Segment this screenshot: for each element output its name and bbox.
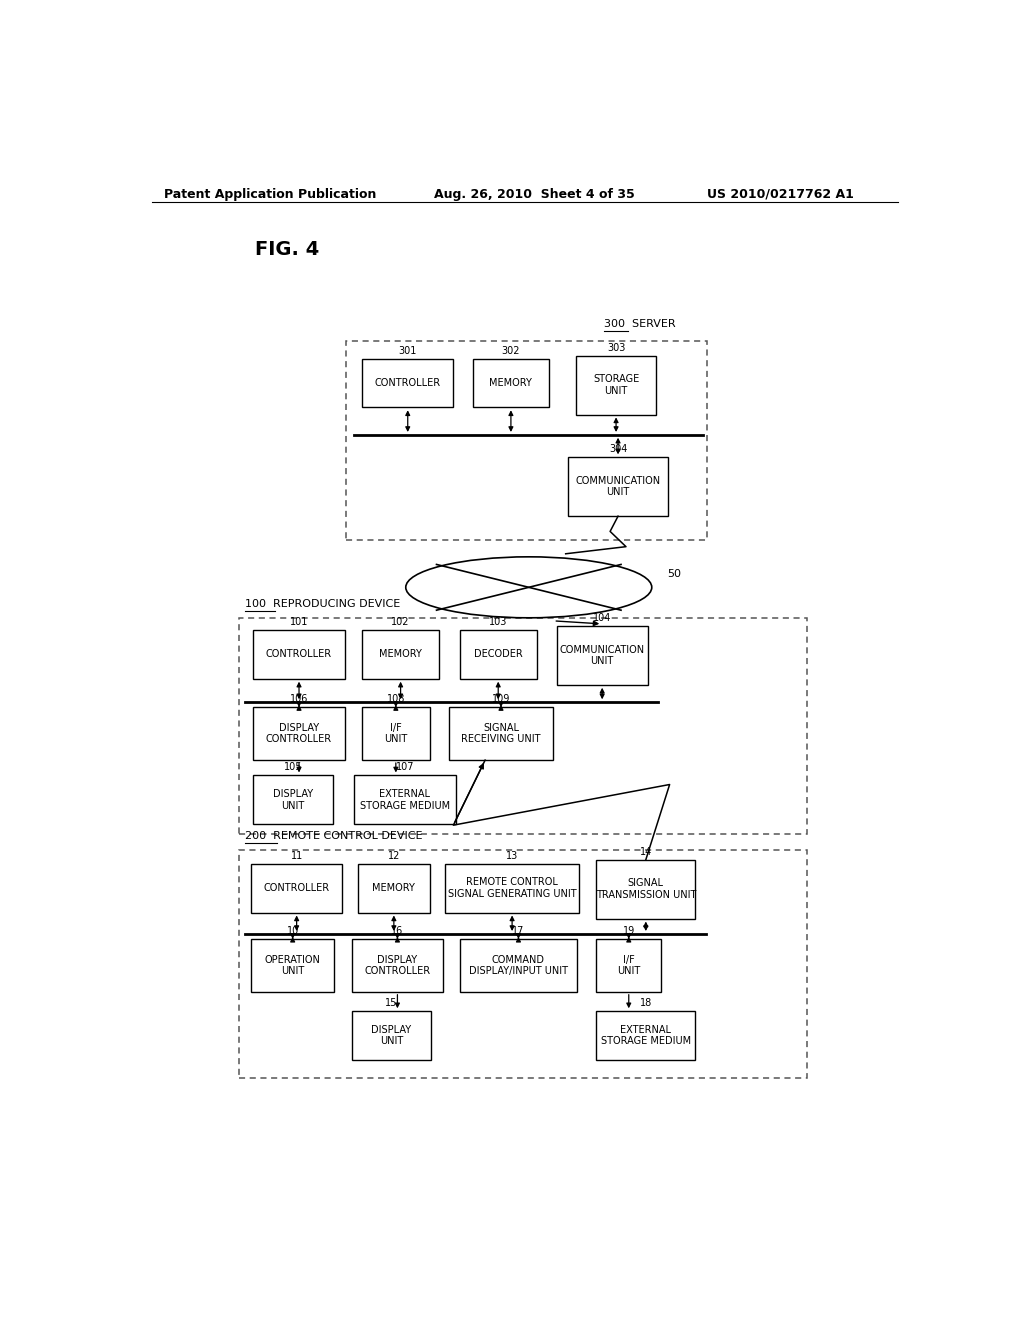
FancyBboxPatch shape [445, 863, 579, 912]
Text: 18: 18 [640, 998, 652, 1008]
Text: I/F
UNIT: I/F UNIT [384, 723, 408, 744]
Text: DECODER: DECODER [474, 649, 522, 660]
FancyBboxPatch shape [460, 939, 578, 991]
Text: 15: 15 [385, 998, 397, 1008]
FancyBboxPatch shape [251, 863, 342, 912]
Text: Patent Application Publication: Patent Application Publication [164, 187, 376, 201]
Text: COMMAND
DISPLAY/INPUT UNIT: COMMAND DISPLAY/INPUT UNIT [469, 954, 568, 977]
FancyBboxPatch shape [358, 863, 430, 912]
Ellipse shape [406, 557, 652, 618]
FancyBboxPatch shape [362, 359, 454, 408]
Text: 103: 103 [489, 616, 508, 627]
Text: 301: 301 [398, 346, 417, 355]
Text: 101: 101 [290, 616, 308, 627]
Text: 13: 13 [506, 850, 518, 861]
FancyBboxPatch shape [251, 939, 334, 991]
Text: 19: 19 [623, 925, 635, 936]
Text: REMOTE CONTROL
SIGNAL GENERATING UNIT: REMOTE CONTROL SIGNAL GENERATING UNIT [447, 878, 577, 899]
FancyBboxPatch shape [253, 775, 333, 824]
FancyBboxPatch shape [354, 775, 456, 824]
Text: EXTERNAL
STORAGE MEDIUM: EXTERNAL STORAGE MEDIUM [601, 1024, 691, 1047]
Text: DISPLAY
UNIT: DISPLAY UNIT [372, 1024, 412, 1047]
Text: 14: 14 [640, 846, 652, 857]
Text: 303: 303 [607, 342, 626, 352]
FancyBboxPatch shape [577, 355, 655, 414]
FancyBboxPatch shape [362, 708, 430, 760]
Text: 102: 102 [391, 616, 410, 627]
Text: DISPLAY
CONTROLLER: DISPLAY CONTROLLER [365, 954, 430, 977]
Text: CONTROLLER: CONTROLLER [375, 378, 440, 388]
FancyBboxPatch shape [596, 859, 695, 919]
Text: 302: 302 [502, 346, 520, 355]
Text: 17: 17 [512, 925, 524, 936]
Text: 105: 105 [284, 763, 302, 772]
Text: DISPLAY
UNIT: DISPLAY UNIT [273, 789, 313, 810]
Text: SIGNAL
TRANSMISSION UNIT: SIGNAL TRANSMISSION UNIT [596, 878, 696, 900]
Text: 11: 11 [291, 850, 303, 861]
FancyBboxPatch shape [450, 708, 553, 760]
Text: MEMORY: MEMORY [373, 883, 416, 894]
Text: 12: 12 [388, 850, 400, 861]
FancyBboxPatch shape [473, 359, 549, 408]
Text: FIG. 4: FIG. 4 [255, 240, 319, 259]
Text: CONTROLLER: CONTROLLER [263, 883, 330, 894]
Text: STORAGE
UNIT: STORAGE UNIT [593, 375, 639, 396]
Text: US 2010/0217762 A1: US 2010/0217762 A1 [708, 187, 854, 201]
FancyBboxPatch shape [362, 630, 439, 678]
Text: 300  SERVER: 300 SERVER [604, 319, 676, 329]
Text: 50: 50 [668, 569, 682, 579]
FancyBboxPatch shape [460, 630, 537, 678]
Text: MEMORY: MEMORY [379, 649, 422, 660]
Text: 107: 107 [395, 763, 415, 772]
Text: COMMUNICATION
UNIT: COMMUNICATION UNIT [559, 644, 645, 667]
Text: 16: 16 [391, 925, 403, 936]
FancyBboxPatch shape [596, 939, 662, 991]
Text: SIGNAL
RECEIVING UNIT: SIGNAL RECEIVING UNIT [461, 723, 541, 744]
Text: MEMORY: MEMORY [489, 378, 532, 388]
Text: 10: 10 [287, 925, 299, 936]
FancyBboxPatch shape [557, 626, 648, 685]
Text: 109: 109 [492, 694, 510, 704]
Text: I/F
UNIT: I/F UNIT [617, 954, 640, 977]
FancyBboxPatch shape [568, 457, 668, 516]
Text: EXTERNAL
STORAGE MEDIUM: EXTERNAL STORAGE MEDIUM [359, 789, 450, 810]
Text: COMMUNICATION
UNIT: COMMUNICATION UNIT [575, 477, 660, 498]
Text: 304: 304 [609, 444, 628, 454]
Text: 200  REMOTE CONTROL DEVICE: 200 REMOTE CONTROL DEVICE [246, 832, 423, 841]
FancyBboxPatch shape [253, 630, 345, 678]
Text: DISPLAY
CONTROLLER: DISPLAY CONTROLLER [266, 723, 332, 744]
Text: 108: 108 [387, 694, 406, 704]
FancyBboxPatch shape [352, 1011, 431, 1060]
FancyBboxPatch shape [596, 1011, 695, 1060]
Text: 100  REPRODUCING DEVICE: 100 REPRODUCING DEVICE [246, 599, 400, 609]
Text: 106: 106 [290, 694, 308, 704]
Text: Aug. 26, 2010  Sheet 4 of 35: Aug. 26, 2010 Sheet 4 of 35 [433, 187, 634, 201]
Text: OPERATION
UNIT: OPERATION UNIT [265, 954, 321, 977]
Text: CONTROLLER: CONTROLLER [266, 649, 332, 660]
Text: 104: 104 [593, 612, 611, 623]
FancyBboxPatch shape [352, 939, 443, 991]
FancyBboxPatch shape [253, 708, 345, 760]
